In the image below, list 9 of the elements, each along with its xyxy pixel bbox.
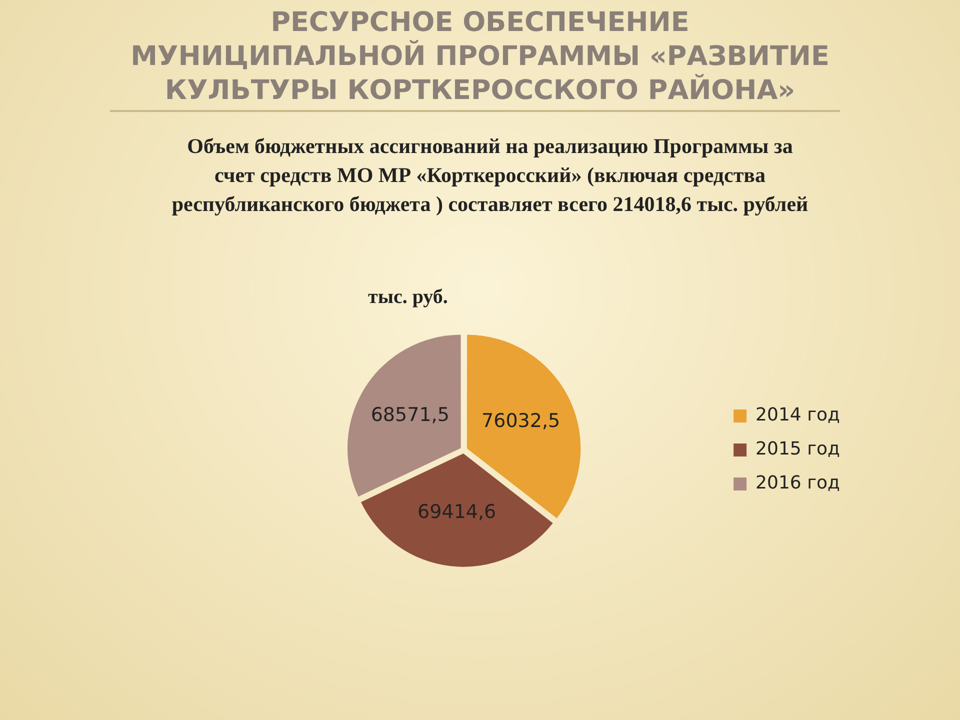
data-label: 69414,6	[418, 501, 496, 524]
data-label: 68571,5	[370, 404, 450, 426]
legend-label: 2015 год	[756, 438, 840, 460]
data-label: 76032,5	[482, 410, 560, 432]
chart-title: РЕСУРСНОЕ ОБЕСПЕЧЕНИЕ МУНИЦИПАЛЬНОЙ ПРОГРАММЫ «РАЗВИТИЕ КУЛЬТУРЫ КОРТКЕРОССКОГО РАЙОНА»	[130, 6, 830, 108]
text: тыс. руб.	[368, 286, 448, 309]
legend-label: 2014 год	[756, 404, 840, 426]
legend-label: 2016 год	[756, 472, 840, 494]
chart-subtitle: Объем бюджетных ассигнований на реализацию Программы за счет средств МО МР «Корткеросский» (включая средства республиканского бюджета ) составляет всего 214018,6 тыс. рублей	[170, 133, 810, 218]
